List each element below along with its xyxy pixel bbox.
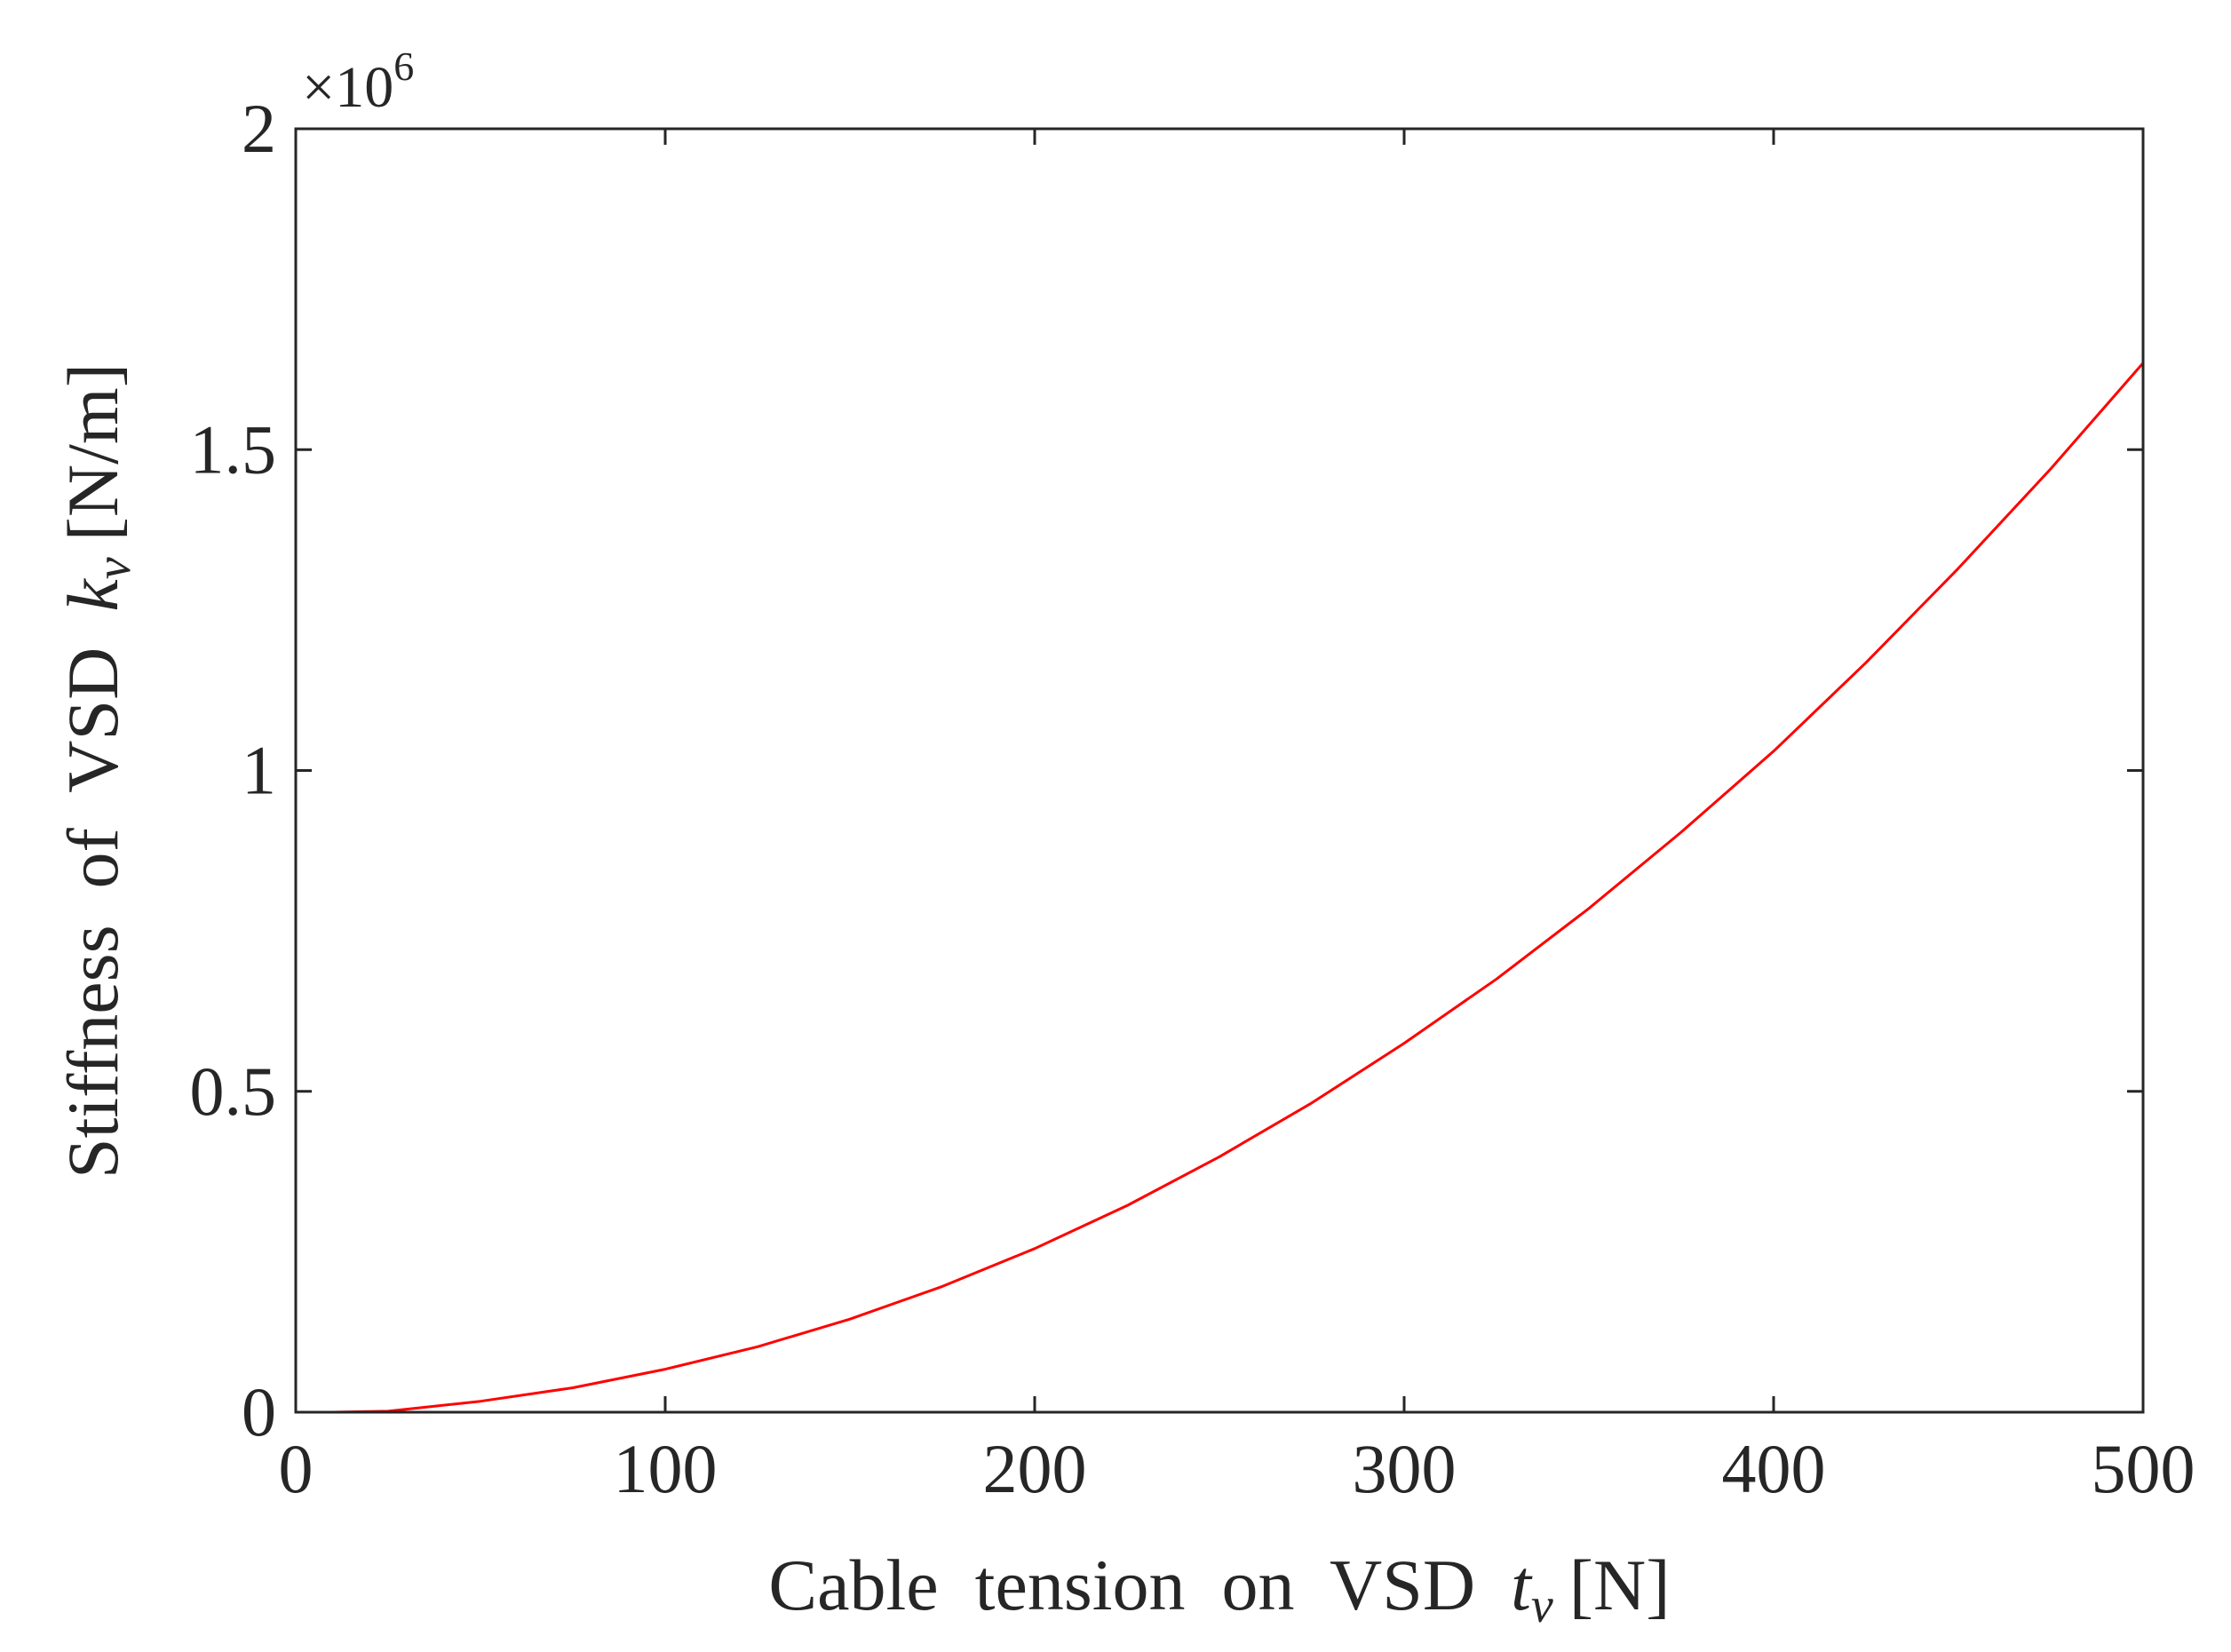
y-tick-label: 0.5 bbox=[190, 1052, 277, 1130]
x-axis-label-subscript: v bbox=[1531, 1578, 1553, 1633]
y-axis-label-text: Stiffness of VSD bbox=[52, 647, 133, 1179]
y-axis-exponent: ×106 bbox=[302, 44, 414, 120]
x-tick-label: 300 bbox=[1353, 1430, 1457, 1507]
series-line bbox=[331, 361, 2145, 1414]
y-axis-label-unit: [N/m] bbox=[52, 363, 133, 541]
y-axis-exponent-base: ×10 bbox=[302, 55, 393, 120]
x-axis-label-symbol: t bbox=[1511, 1545, 1533, 1625]
series-layer bbox=[331, 361, 2145, 1414]
x-tick-label: 0 bbox=[279, 1430, 314, 1507]
x-tick-label: 100 bbox=[614, 1430, 718, 1507]
y-axis-label: Stiffness of VSD kv [N/m] bbox=[52, 363, 141, 1179]
x-tick-label: 400 bbox=[1722, 1430, 1826, 1507]
x-axis-label: Cable tension on VSD tv [N] bbox=[768, 1545, 1670, 1633]
y-tick-label: 0 bbox=[242, 1373, 276, 1450]
x-axis-ticks: 0 100 200 300 400 500 bbox=[279, 129, 2195, 1507]
x-tick-label: 500 bbox=[2092, 1430, 2195, 1507]
y-axis-ticks: 0 0.5 1 1.5 2 bbox=[190, 90, 2143, 1450]
y-tick-label: 1 bbox=[242, 732, 276, 809]
y-axis-label-symbol: k bbox=[52, 578, 133, 612]
y-axis-exponent-power: 6 bbox=[393, 44, 414, 89]
y-tick-label: 1.5 bbox=[190, 410, 277, 488]
y-tick-label: 2 bbox=[242, 90, 276, 167]
x-tick-label: 200 bbox=[983, 1430, 1087, 1507]
x-axis-label-text: Cable tension on VSD bbox=[768, 1545, 1475, 1625]
y-axis-label-subscript: v bbox=[86, 557, 141, 579]
plot-area-frame bbox=[294, 127, 2145, 1414]
x-axis-label-unit: [N] bbox=[1569, 1545, 1671, 1625]
